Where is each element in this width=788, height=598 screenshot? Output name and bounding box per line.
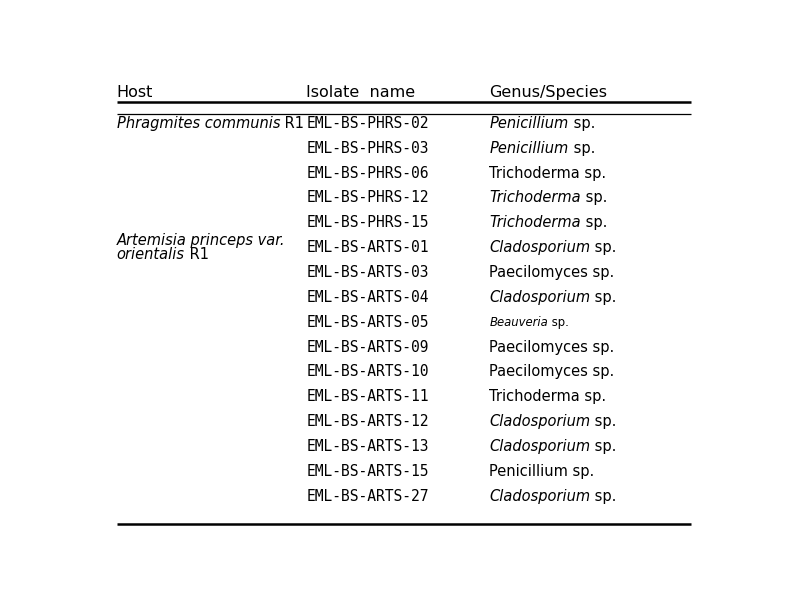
Text: sp.: sp. xyxy=(590,489,617,504)
Text: sp.: sp. xyxy=(590,439,617,454)
Text: Beauveria: Beauveria xyxy=(489,316,548,329)
Text: sp.: sp. xyxy=(569,141,595,155)
Text: Host: Host xyxy=(117,85,153,100)
Text: sp.: sp. xyxy=(590,240,617,255)
Text: Cladosporium: Cladosporium xyxy=(489,290,590,305)
Text: Penicillium sp.: Penicillium sp. xyxy=(489,464,595,479)
Text: Penicillium: Penicillium xyxy=(489,116,569,131)
Text: sp.: sp. xyxy=(590,290,617,305)
Text: Trichoderma sp.: Trichoderma sp. xyxy=(489,166,607,181)
Text: EML-BS-ARTS-03: EML-BS-ARTS-03 xyxy=(306,265,429,280)
Text: sp.: sp. xyxy=(569,116,595,131)
Text: EML-BS-PHRS-12: EML-BS-PHRS-12 xyxy=(306,190,429,206)
Text: Trichoderma: Trichoderma xyxy=(489,215,581,230)
Text: sp.: sp. xyxy=(548,316,569,329)
Text: R1: R1 xyxy=(281,116,304,131)
Text: Cladosporium: Cladosporium xyxy=(489,414,590,429)
Text: Penicillium: Penicillium xyxy=(489,141,569,155)
Text: Isolate  name: Isolate name xyxy=(306,85,415,100)
Text: Cladosporium: Cladosporium xyxy=(489,489,590,504)
Text: Paecilomyces sp.: Paecilomyces sp. xyxy=(489,364,615,380)
Text: EML-BS-ARTS-05: EML-BS-ARTS-05 xyxy=(306,315,429,329)
Text: EML-BS-ARTS-09: EML-BS-ARTS-09 xyxy=(306,340,429,355)
Text: Genus/Species: Genus/Species xyxy=(489,85,608,100)
Text: sp.: sp. xyxy=(581,215,608,230)
Text: Paecilomyces sp.: Paecilomyces sp. xyxy=(489,340,615,355)
Text: EML-BS-ARTS-27: EML-BS-ARTS-27 xyxy=(306,489,429,504)
Text: Trichoderma: Trichoderma xyxy=(489,190,581,206)
Text: EML-BS-ARTS-15: EML-BS-ARTS-15 xyxy=(306,464,429,479)
Text: Cladosporium: Cladosporium xyxy=(489,240,590,255)
Text: EML-BS-ARTS-12: EML-BS-ARTS-12 xyxy=(306,414,429,429)
Text: EML-BS-ARTS-01: EML-BS-ARTS-01 xyxy=(306,240,429,255)
Text: orientalis: orientalis xyxy=(117,247,185,262)
Text: R1: R1 xyxy=(185,247,209,262)
Text: Trichoderma sp.: Trichoderma sp. xyxy=(489,389,607,404)
Text: EML-BS-PHRS-06: EML-BS-PHRS-06 xyxy=(306,166,429,181)
Text: EML-BS-ARTS-04: EML-BS-ARTS-04 xyxy=(306,290,429,305)
Text: Phragmites communis: Phragmites communis xyxy=(117,116,281,131)
Text: sp.: sp. xyxy=(590,414,617,429)
Text: EML-BS-ARTS-11: EML-BS-ARTS-11 xyxy=(306,389,429,404)
Text: sp.: sp. xyxy=(581,190,608,206)
Text: EML-BS-PHRS-02: EML-BS-PHRS-02 xyxy=(306,116,429,131)
Text: Cladosporium: Cladosporium xyxy=(489,439,590,454)
Text: EML-BS-PHRS-15: EML-BS-PHRS-15 xyxy=(306,215,429,230)
Text: Paecilomyces sp.: Paecilomyces sp. xyxy=(489,265,615,280)
Text: EML-BS-ARTS-13: EML-BS-ARTS-13 xyxy=(306,439,429,454)
Text: EML-BS-PHRS-03: EML-BS-PHRS-03 xyxy=(306,141,429,155)
Text: EML-BS-ARTS-10: EML-BS-ARTS-10 xyxy=(306,364,429,380)
Text: Artemisia princeps var.: Artemisia princeps var. xyxy=(117,233,285,248)
